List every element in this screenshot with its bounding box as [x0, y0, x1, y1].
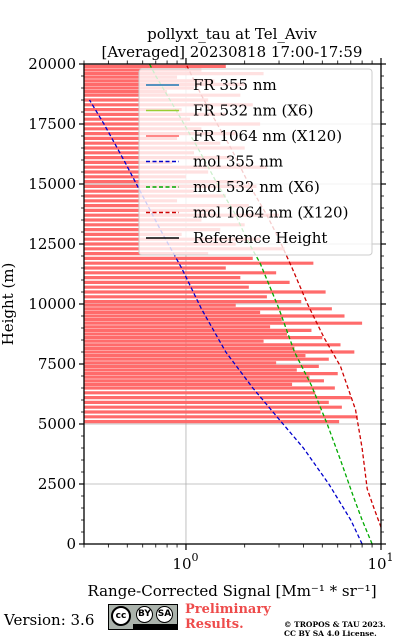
- y-tick-label: 0: [66, 535, 76, 553]
- y-tick-label: 5000: [38, 415, 76, 433]
- plot-area: 0250050007500100001250015000175002000010…: [28, 55, 393, 573]
- x-tick-label: 10: [172, 555, 191, 573]
- preliminary-notice: Preliminary Results.: [185, 602, 271, 632]
- legend-box: [138, 68, 373, 256]
- legend-entry: FR 355 nm: [193, 76, 277, 94]
- share-alike-icon: SA: [156, 606, 173, 623]
- copyright-notice: © TROPOS & TAU 2023. CC BY SA 4.0 Licens…: [284, 620, 386, 638]
- x-axis-label: Range-Corrected Signal [Mm⁻¹ * sr⁻¹]: [87, 582, 376, 600]
- legend-entry: mol 1064 nm (X120): [193, 204, 348, 222]
- y-tick-label: 2500: [38, 475, 76, 493]
- cc-badge-strip: [133, 624, 177, 629]
- chart-subtitle: [Averaged] 20230818 17:00-17:59: [102, 43, 363, 61]
- y-tick-label: 12500: [28, 235, 76, 253]
- attribution-icon: BY: [136, 606, 153, 623]
- y-tick-label: 20000: [28, 55, 76, 73]
- preliminary-line-2: Results.: [185, 617, 244, 632]
- y-tick-label: 7500: [38, 355, 76, 373]
- x-tick-exponent: 0: [191, 551, 198, 564]
- x-tick-exponent: 1: [387, 551, 394, 564]
- chart: pollyxt_tau at Tel_Aviv [Averaged] 20230…: [0, 25, 394, 600]
- x-tick-label: 10: [367, 555, 386, 573]
- y-tick-label: 17500: [28, 115, 76, 133]
- copyright-line-2: CC BY SA 4.0 License.: [284, 629, 377, 638]
- series-line-5: [185, 63, 382, 528]
- legend-entry: FR 1064 nm (X120): [193, 127, 342, 145]
- y-tick-label: 10000: [28, 295, 76, 313]
- chart-title: pollyxt_tau at Tel_Aviv: [147, 25, 317, 43]
- copyright-line-1: © TROPOS & TAU 2023.: [284, 620, 386, 629]
- y-axis-label: Height (m): [0, 263, 17, 346]
- series-line-3: [88, 99, 363, 545]
- y-tick-label: 15000: [28, 175, 76, 193]
- cc-license-badge: cc BY SA: [108, 604, 178, 630]
- legend-entry: mol 355 nm: [193, 153, 283, 171]
- cc-icon: cc: [111, 606, 131, 626]
- preliminary-line-1: Preliminary: [185, 602, 271, 617]
- legend-entry: Reference Height: [193, 229, 327, 247]
- legend-entry: mol 532 nm (X6): [193, 178, 320, 196]
- legend-entry: FR 532 nm (X6): [193, 102, 313, 120]
- version-label: Version: 3.6: [4, 611, 95, 629]
